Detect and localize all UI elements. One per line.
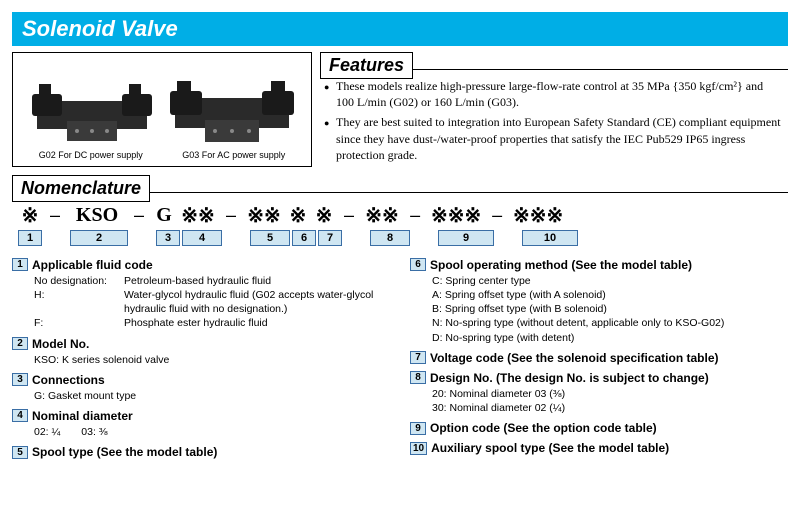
sec1-num: 1 — [12, 258, 28, 271]
nomenclature-section: Nomenclature ※ – KSO – G ※※ – ※※ ※ ※ – ※… — [12, 175, 788, 461]
sec7-title: Voltage code (See the solenoid specifica… — [430, 351, 719, 365]
num-box-10: 10 — [522, 230, 578, 246]
sec8-num: 8 — [410, 371, 426, 384]
features-box: Features These models realize high-press… — [320, 52, 788, 167]
sec6-r4: N: No-spring type (without detent, appli… — [432, 316, 788, 330]
sec1-title: Applicable fluid code — [32, 258, 153, 272]
sec4-head: 4 Nominal diameter — [12, 409, 390, 423]
sec1-r1v: Petroleum-based hydraulic fluid — [124, 274, 271, 288]
code-6: ※ — [286, 203, 310, 228]
features-header: Features — [320, 52, 413, 79]
feature-bullet-1: These models realize high-pressure large… — [324, 78, 784, 110]
sec6-title: Spool operating method (See the model ta… — [430, 258, 692, 272]
sec1-r2v: Water-glycol hydraulic fluid (G02 accept… — [124, 288, 390, 316]
sec2-head: 2 Model No. — [12, 337, 390, 351]
code-1: ※ — [18, 203, 42, 228]
num-box-2: 2 — [70, 230, 128, 246]
sec10-num: 10 — [410, 442, 427, 455]
num-box-7: 7 — [318, 230, 342, 246]
sec6-num: 6 — [410, 258, 426, 271]
nomenclature-header: Nomenclature — [12, 175, 150, 202]
num-row: 1 2 3 4 5 6 7 8 9 10 — [12, 230, 788, 246]
valve-g03-illustration — [167, 76, 297, 146]
code-2: KSO — [68, 204, 126, 227]
code-9: ※※※ — [428, 203, 484, 228]
sec6-head: 6 Spool operating method (See the model … — [410, 258, 788, 272]
code-10: ※※※ — [510, 203, 566, 228]
num-box-3: 3 — [156, 230, 180, 246]
sec2-num: 2 — [12, 337, 28, 350]
code-8: ※※ — [362, 203, 402, 228]
code-row: ※ – KSO – G ※※ – ※※ ※ ※ – ※※ – ※※※ – ※※※ — [12, 203, 788, 228]
sec9-num: 9 — [410, 422, 426, 435]
sec10-head: 10 Auxiliary spool type (See the model t… — [410, 441, 788, 455]
sec8-head: 8 Design No. (The design No. is subject … — [410, 371, 788, 385]
sec2-title: Model No. — [32, 337, 89, 351]
code-3: G — [152, 204, 176, 227]
sec7-num: 7 — [410, 351, 426, 364]
num-box-6: 6 — [292, 230, 316, 246]
num-box-4: 4 — [182, 230, 222, 246]
sec8-r2: 30: Nominal diameter 02 (¼) — [432, 401, 788, 415]
sec4-title: Nominal diameter — [32, 409, 133, 423]
sec3-title: Connections — [32, 373, 105, 387]
dash: – — [404, 205, 426, 226]
top-row: G02 For DC power supply G03 For AC power… — [12, 52, 788, 167]
right-column: 6 Spool operating method (See the model … — [410, 256, 788, 461]
sec9-head: 9 Option code (See the option code table… — [410, 421, 788, 435]
sec1-head: 1 Applicable fluid code — [12, 258, 390, 272]
image-caption-g03: G03 For AC power supply — [182, 150, 285, 160]
sec6-r3: B: Spring offset type (with B solenoid) — [432, 302, 788, 316]
feature-bullet-2: They are best suited to integration into… — [324, 114, 784, 163]
sec4-body: 02: ¼ 03: ⅜ — [12, 425, 390, 439]
dash: – — [486, 205, 508, 226]
dash: – — [44, 205, 66, 226]
valve-g02-illustration — [27, 76, 157, 146]
sec4-num: 4 — [12, 409, 28, 422]
sec6-r2: A: Spring offset type (with A solenoid) — [432, 288, 788, 302]
sec8-r1: 20: Nominal diameter 03 (⅜) — [432, 387, 788, 401]
sec9-title: Option code (See the option code table) — [430, 421, 657, 435]
sec5-title: Spool type (See the model table) — [32, 445, 217, 459]
dash: – — [128, 205, 150, 226]
num-box-9: 9 — [438, 230, 494, 246]
sec1-r2k: H: — [34, 288, 124, 316]
sec1-r3k: F: — [34, 316, 124, 330]
code-5: ※※ — [244, 203, 284, 228]
page-title: Solenoid Valve — [12, 12, 788, 46]
sec5-num: 5 — [12, 446, 28, 459]
sec3-head: 3 Connections — [12, 373, 390, 387]
sec3-num: 3 — [12, 373, 28, 386]
left-column: 1 Applicable fluid code No designation:P… — [12, 256, 390, 461]
sec5-head: 5 Spool type (See the model table) — [12, 445, 390, 459]
num-box-8: 8 — [370, 230, 410, 246]
sec10-title: Auxiliary spool type (See the model tabl… — [431, 441, 669, 455]
dash: – — [220, 205, 242, 226]
sec3-body: G: Gasket mount type — [12, 389, 390, 403]
sec1-r3v: Phosphate ester hydraulic fluid — [124, 316, 268, 330]
sec6-r1: C: Spring center type — [432, 274, 788, 288]
num-box-5: 5 — [250, 230, 290, 246]
code-7: ※ — [312, 203, 336, 228]
sec1-r1k: No designation: — [34, 274, 124, 288]
image-caption-g02: G02 For DC power supply — [39, 150, 143, 160]
sec8-title: Design No. (The design No. is subject to… — [430, 371, 709, 385]
product-image-box: G02 For DC power supply G03 For AC power… — [12, 52, 312, 167]
code-4: ※※ — [178, 203, 218, 228]
sec7-head: 7 Voltage code (See the solenoid specifi… — [410, 351, 788, 365]
dash: – — [338, 205, 360, 226]
num-box-1: 1 — [18, 230, 42, 246]
sec2-body: KSO: K series solenoid valve — [12, 353, 390, 367]
sec6-r5: D: No-spring type (with detent) — [432, 331, 788, 345]
